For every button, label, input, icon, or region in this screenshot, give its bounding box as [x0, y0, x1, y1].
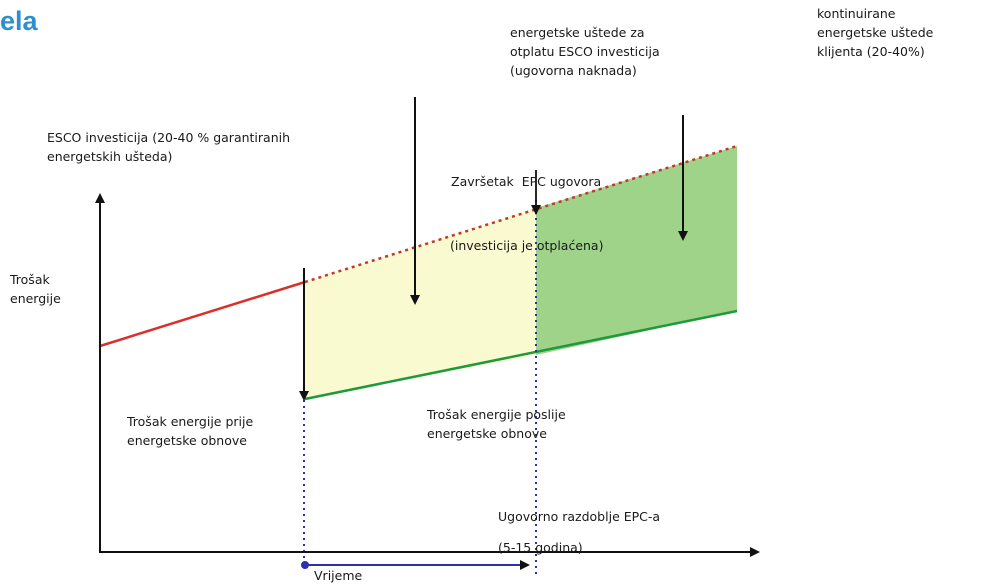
client-savings-area	[536, 146, 737, 355]
y-axis-label: Trošak energije	[10, 272, 61, 306]
projected-cost-line	[304, 144, 738, 284]
investment-repaid-label: (investicija je otplaćena)	[450, 238, 604, 253]
cost-after-label: Trošak energije poslije energetske obnov…	[427, 407, 566, 441]
investment-savings-area	[305, 208, 536, 399]
contract-period-label: Ugovorno razdoblje EPC-a	[498, 509, 661, 524]
contract-years-label: (5-15 godina)	[498, 540, 583, 555]
cost-before-label: Trošak energije prije energetske obnove	[127, 414, 254, 448]
continuous-savings-label: kontinuirane energetske uštede klijenta …	[817, 6, 934, 59]
savings-repayment-label: energetske uštede za otplatu ESCO invest…	[510, 25, 660, 78]
contract-end-label: Završetak EPC ugovora	[451, 174, 602, 189]
x-axis-label: Vrijeme	[314, 568, 363, 583]
reduced-cost-line	[304, 309, 738, 401]
baseline-cost-line	[99, 280, 306, 348]
timeline-start-dot	[301, 561, 309, 569]
esco-investment-label: ESCO investicija (20-40 % garantiranih e…	[47, 130, 291, 164]
page-title-fragment: ela	[0, 6, 38, 36]
